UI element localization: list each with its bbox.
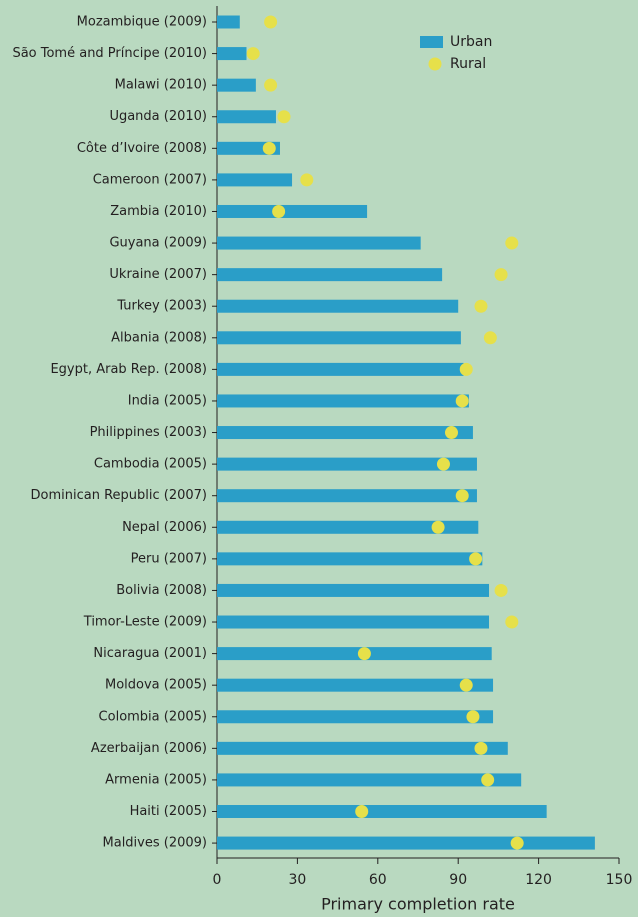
bar — [217, 78, 256, 92]
dot — [494, 268, 508, 282]
dot — [357, 647, 371, 661]
bar — [217, 236, 421, 250]
y-tick-label: Moldova (2005) — [105, 678, 207, 693]
x-axis-label: Primary completion rate — [321, 895, 515, 914]
y-tick-label: São Tomé and Príncipe (2010) — [12, 46, 207, 61]
bar — [217, 647, 492, 661]
dot — [483, 331, 497, 345]
bar — [217, 489, 477, 503]
y-tick-label: Azerbaijan (2006) — [91, 741, 207, 756]
dot — [455, 394, 469, 408]
bar — [217, 47, 247, 61]
bar — [217, 836, 595, 850]
y-tick-label: Timor-Leste (2009) — [83, 615, 207, 630]
bar — [217, 15, 240, 29]
y-tick-label: Philippines (2003) — [90, 425, 207, 440]
y-tick-label: Zambia (2010) — [110, 204, 207, 219]
dot — [436, 457, 450, 471]
dot — [264, 78, 278, 92]
y-tick-label: Dominican Republic (2007) — [31, 488, 208, 503]
dot — [459, 362, 473, 376]
bar — [217, 583, 490, 597]
y-tick-label: Turkey (2003) — [116, 299, 207, 314]
dot — [459, 678, 473, 692]
bar — [217, 204, 368, 218]
dot — [469, 552, 483, 566]
y-tick-label: Maldives (2009) — [103, 836, 207, 851]
dot — [300, 173, 314, 187]
bar — [217, 710, 494, 724]
legend-swatch — [420, 36, 443, 48]
bar — [217, 173, 293, 187]
bar — [217, 615, 490, 629]
y-tick-label: Egypt, Arab Rep. (2008) — [50, 362, 207, 377]
y-tick-label: Mozambique (2009) — [77, 15, 207, 30]
dot — [494, 583, 508, 597]
y-tick-label: Cambodia (2005) — [94, 457, 207, 472]
dot — [455, 489, 469, 503]
dot — [505, 236, 519, 250]
x-tick-label: 30 — [288, 872, 306, 888]
bar — [217, 331, 461, 345]
bar — [217, 362, 464, 376]
y-tick-label: Malawi (2010) — [115, 78, 207, 93]
bar — [217, 457, 477, 471]
y-tick-label: Côte d’Ivoire (2008) — [77, 141, 207, 156]
dot — [466, 710, 480, 724]
bar — [217, 678, 494, 692]
bar — [217, 268, 443, 282]
x-tick-label: 150 — [606, 872, 633, 888]
bar — [217, 773, 522, 787]
y-tick-label: Guyana (2009) — [109, 236, 207, 251]
dot — [431, 520, 445, 534]
bar — [217, 741, 508, 755]
x-tick-label: 90 — [449, 872, 467, 888]
legend-label: Rural — [450, 56, 486, 72]
dot — [272, 204, 286, 218]
y-tick-label: Cameroon (2007) — [93, 172, 207, 187]
x-tick-label: 0 — [213, 872, 222, 888]
x-tick-label: 120 — [525, 872, 552, 888]
dot — [445, 426, 458, 440]
dot — [474, 741, 488, 755]
y-tick-label: Haiti (2005) — [130, 804, 207, 819]
dot — [474, 299, 488, 313]
y-tick-label: Uganda (2010) — [109, 109, 207, 124]
dot — [505, 615, 519, 629]
bar — [217, 426, 473, 440]
bar — [217, 110, 276, 124]
legend-label: Urban — [450, 34, 492, 50]
bar — [217, 552, 483, 566]
dot — [510, 836, 524, 850]
y-tick-label: Albania (2008) — [111, 330, 207, 345]
dot — [262, 141, 276, 155]
y-tick-label: Nepal (2006) — [122, 520, 207, 535]
bar — [217, 520, 479, 534]
legend-swatch — [428, 57, 442, 71]
dot — [277, 110, 291, 124]
dot — [264, 15, 278, 29]
bar — [217, 299, 459, 313]
y-tick-label: Bolivia (2008) — [116, 583, 207, 598]
y-tick-label: Ukraine (2007) — [109, 267, 207, 282]
y-tick-label: Colombia (2005) — [99, 709, 207, 724]
dot — [246, 47, 260, 61]
y-tick-label: Peru (2007) — [131, 551, 207, 566]
dot — [355, 805, 369, 818]
y-tick-label: Nicaragua (2001) — [93, 646, 207, 661]
y-tick-label: India (2005) — [128, 393, 207, 408]
dot — [481, 773, 495, 787]
y-tick-label: Armenia (2005) — [105, 772, 207, 787]
x-tick-label: 60 — [369, 872, 387, 888]
bar — [217, 805, 547, 818]
bar — [217, 394, 469, 408]
